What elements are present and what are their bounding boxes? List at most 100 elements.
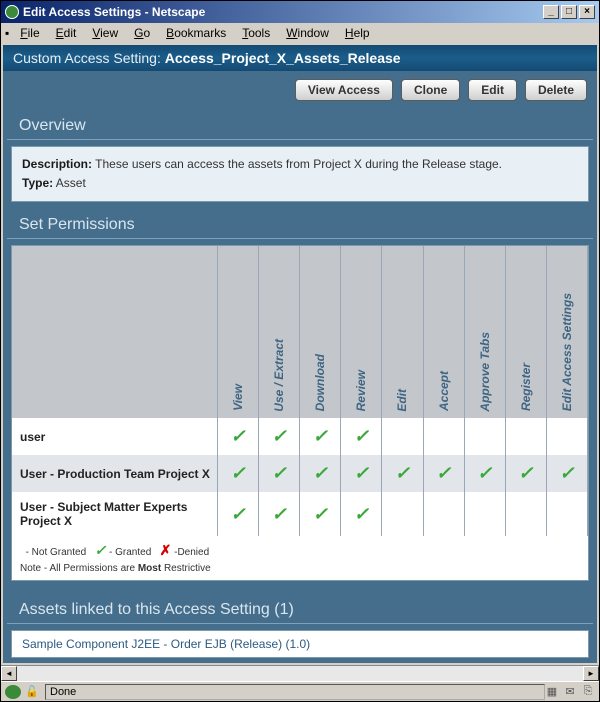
menu-go[interactable]: Go	[127, 24, 157, 42]
delete-button[interactable]: Delete	[525, 79, 587, 101]
deny-icon: ✗	[160, 542, 172, 558]
page-content: Custom Access Setting: Access_Project_X_…	[3, 45, 597, 663]
view-access-button[interactable]: View Access	[295, 79, 393, 101]
horizontal-scrollbar[interactable]: ◄ ►	[1, 665, 599, 681]
menu-bookmarks[interactable]: Bookmarks	[159, 24, 233, 42]
menu-edit[interactable]: Edit	[49, 24, 84, 42]
role-cell: User - Production Team Project X	[12, 455, 218, 492]
overview-title: Overview	[7, 109, 593, 140]
perm-col-header: Approve Tabs	[464, 246, 505, 418]
grant-cell: ✓	[505, 455, 546, 492]
grant-cell: ✓	[341, 418, 382, 455]
legend-denied: -Denied	[174, 547, 209, 558]
perm-col-label: View	[231, 378, 245, 411]
check-icon: ✓	[354, 504, 369, 524]
perm-col-label: Accept	[437, 365, 451, 411]
legend-note: Note - All Permissions are	[20, 563, 135, 574]
grant-cell: ✓	[259, 455, 300, 492]
check-icon: ✓	[313, 463, 328, 483]
perm-col-header: View	[218, 246, 259, 418]
menubar: ▪ File Edit View Go Bookmarks Tools Wind…	[1, 23, 599, 43]
grant-cell: ✓	[546, 455, 587, 492]
scroll-right-icon[interactable]: ►	[583, 666, 599, 681]
page-header-band: Custom Access Setting: Access_Project_X_…	[3, 45, 597, 71]
role-cell: user	[12, 418, 218, 455]
grant-cell: ✓	[382, 455, 423, 492]
grant-cell: ✓	[423, 455, 464, 492]
permissions-panel: View Use / Extract Download Review Edit Accep…	[11, 245, 589, 581]
perm-col-header: Edit Access Settings	[546, 246, 587, 418]
type-text: Asset	[56, 176, 86, 190]
perm-col-label: Edit Access Settings	[560, 287, 574, 411]
permissions-table: View Use / Extract Download Review Edit Accep…	[12, 246, 588, 536]
titlebar: Edit Access Settings - Netscape _ □ ×	[1, 1, 599, 23]
asset-link[interactable]: Sample Component J2EE - Order EJB (Relea…	[22, 637, 310, 651]
status-right-icons: ▦ ✉ ⎘	[545, 685, 595, 699]
minimize-button[interactable]: _	[543, 5, 559, 19]
legend-not-granted: - Not Granted	[26, 547, 87, 558]
legend-granted: - Granted	[109, 547, 151, 558]
netscape-status-icon	[5, 685, 21, 699]
check-icon: ✓	[477, 463, 492, 483]
menu-view[interactable]: View	[85, 24, 125, 42]
assets-box: Sample Component J2EE - Order EJB (Relea…	[11, 630, 589, 658]
grant-cell: ✓	[300, 455, 341, 492]
grant-cell: ✓	[259, 492, 300, 536]
grant-cell: ✓	[218, 492, 259, 536]
check-icon: ✓	[436, 463, 451, 483]
grant-cell	[423, 418, 464, 455]
check-icon: ✓	[272, 463, 287, 483]
clone-button[interactable]: Clone	[401, 79, 460, 101]
legend-most: Most	[138, 563, 161, 574]
grant-cell: ✓	[341, 492, 382, 536]
perm-col-header: Edit	[382, 246, 423, 418]
grant-cell	[505, 492, 546, 536]
grant-cell	[382, 492, 423, 536]
security-icon: 🔓	[25, 685, 41, 699]
grant-cell	[546, 492, 587, 536]
check-icon: ✓	[95, 542, 107, 558]
grant-cell	[423, 492, 464, 536]
check-icon: ✓	[313, 504, 328, 524]
legend-restrictive: Restrictive	[164, 563, 211, 574]
check-icon: ✓	[354, 463, 369, 483]
permissions-legend: - Not Granted ✓ - Granted ✗ -Denied Note…	[12, 536, 588, 580]
close-button[interactable]: ×	[579, 5, 595, 19]
grant-cell: ✓	[300, 418, 341, 455]
window-title: Edit Access Settings - Netscape	[23, 5, 543, 19]
perm-col-label: Download	[313, 348, 327, 411]
menu-window[interactable]: Window	[279, 24, 336, 42]
status-icon-3: ⎘	[581, 685, 595, 699]
grant-cell	[464, 418, 505, 455]
edit-button[interactable]: Edit	[468, 79, 517, 101]
menu-file[interactable]: File	[13, 24, 46, 42]
menu-tools[interactable]: Tools	[235, 24, 277, 42]
permissions-header-row: View Use / Extract Download Review Edit Accep…	[12, 246, 588, 418]
grant-cell	[464, 492, 505, 536]
check-icon: ✓	[272, 426, 287, 446]
action-button-row: View Access Clone Edit Delete	[3, 71, 597, 109]
perm-col-label: Review	[354, 364, 368, 411]
header-prefix: Custom Access Setting:	[13, 50, 161, 66]
scroll-left-icon[interactable]: ◄	[1, 666, 17, 681]
content-wrapper: Custom Access Setting: Access_Project_X_…	[1, 43, 599, 665]
type-label: Type:	[22, 176, 53, 190]
check-icon: ✓	[395, 463, 410, 483]
grant-cell	[505, 418, 546, 455]
grant-cell: ✓	[218, 455, 259, 492]
permissions-title: Set Permissions	[7, 208, 593, 239]
grant-cell	[382, 418, 423, 455]
app-window: Edit Access Settings - Netscape _ □ × ▪ …	[0, 0, 600, 702]
check-icon: ✓	[518, 463, 533, 483]
scroll-track[interactable]	[17, 666, 583, 681]
maximize-button[interactable]: □	[561, 5, 577, 19]
table-row: user✓✓✓✓	[12, 418, 588, 455]
perm-col-label: Use / Extract	[272, 333, 286, 412]
perm-col-label: Edit	[395, 383, 409, 412]
perm-col-header: Register	[505, 246, 546, 418]
table-row: User - Production Team Project X ✓ ✓ ✓ ✓ ✓ ✓ ✓ ✓…	[12, 455, 588, 492]
menu-help[interactable]: Help	[338, 24, 377, 42]
grant-cell	[546, 418, 587, 455]
check-icon: ✓	[231, 463, 246, 483]
access-setting-name: Access_Project_X_Assets_Release	[165, 50, 401, 66]
